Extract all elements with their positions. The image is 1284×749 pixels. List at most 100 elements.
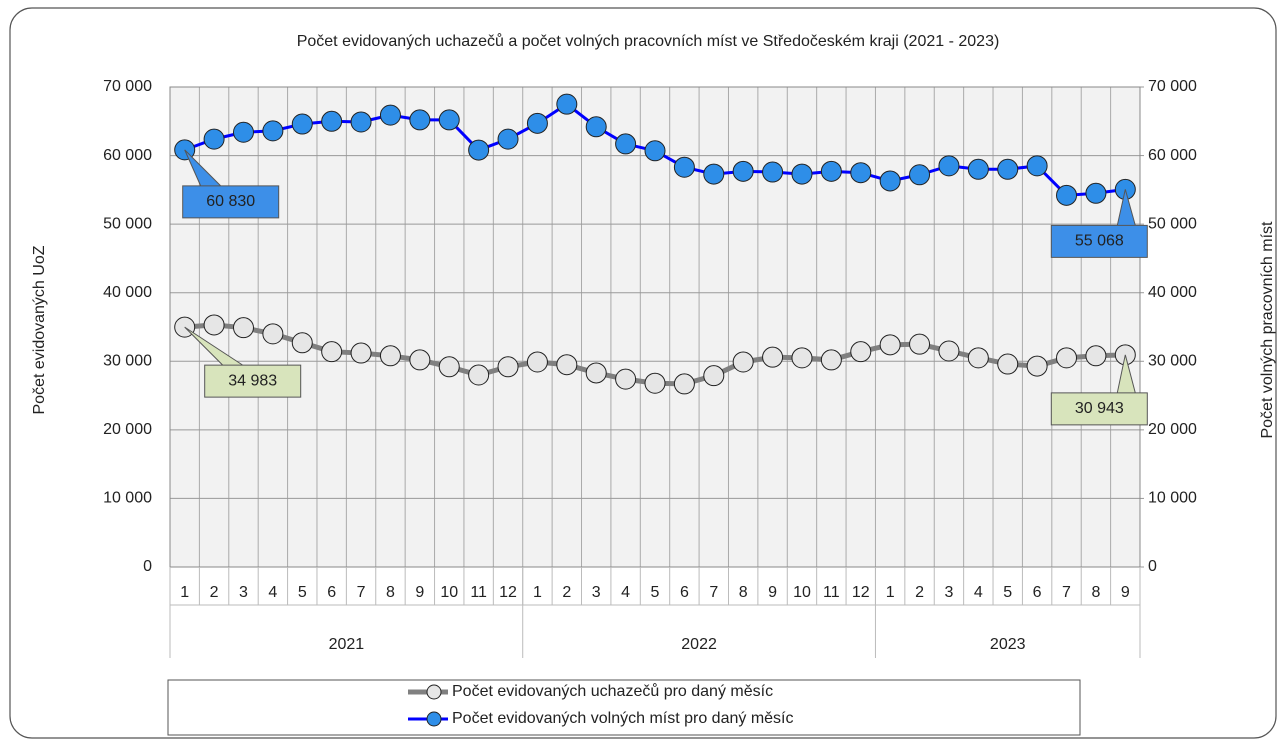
x-tick-label: 5 bbox=[298, 584, 307, 601]
marker bbox=[232, 121, 254, 143]
marker bbox=[1026, 155, 1048, 177]
marker bbox=[350, 111, 372, 133]
marker bbox=[1026, 355, 1048, 377]
x-tick-label: 6 bbox=[1033, 584, 1042, 601]
y2-tick-label: 10 000 bbox=[1148, 490, 1197, 507]
marker bbox=[791, 163, 813, 185]
marker bbox=[997, 353, 1019, 375]
marker bbox=[967, 158, 989, 180]
marker bbox=[409, 109, 431, 131]
x-tick-label: 10 bbox=[440, 584, 458, 601]
marker bbox=[703, 365, 725, 387]
marker bbox=[556, 354, 578, 376]
marker bbox=[438, 109, 460, 131]
x-tick-label: 4 bbox=[974, 584, 983, 601]
legend-label: Počet evidovaných volných míst pro daný … bbox=[452, 710, 794, 727]
marker bbox=[468, 364, 490, 386]
data-label: 30 943 bbox=[1075, 400, 1124, 417]
marker bbox=[644, 140, 666, 162]
marker bbox=[556, 93, 578, 115]
y2-tick-label: 20 000 bbox=[1148, 421, 1197, 438]
marker bbox=[820, 349, 842, 371]
x-tick-label: 6 bbox=[327, 584, 336, 601]
x-tick-label: 10 bbox=[793, 584, 811, 601]
data-label: 34 983 bbox=[228, 372, 277, 389]
x-tick-label: 5 bbox=[1003, 584, 1012, 601]
marker bbox=[321, 341, 343, 363]
x-tick-label: 8 bbox=[386, 584, 395, 601]
data-label: 60 830 bbox=[206, 193, 255, 210]
marker bbox=[291, 332, 313, 354]
marker bbox=[350, 342, 372, 364]
marker bbox=[203, 128, 225, 150]
marker bbox=[732, 351, 754, 373]
x-group-label: 2022 bbox=[681, 636, 717, 653]
marker bbox=[997, 158, 1019, 180]
x-tick-label: 2 bbox=[915, 584, 924, 601]
marker bbox=[850, 162, 872, 184]
x-tick-label: 3 bbox=[944, 584, 953, 601]
x-tick-label: 7 bbox=[709, 584, 718, 601]
x-tick-label: 4 bbox=[268, 584, 277, 601]
legend-marker bbox=[426, 684, 442, 700]
legend-marker bbox=[426, 711, 442, 727]
data-label: 55 068 bbox=[1075, 233, 1124, 250]
marker bbox=[909, 333, 931, 355]
marker bbox=[1085, 182, 1107, 204]
marker bbox=[909, 164, 931, 186]
callout bbox=[182, 149, 280, 219]
x-group-label: 2021 bbox=[329, 636, 365, 653]
x-tick-label: 1 bbox=[533, 584, 542, 601]
y-tick-label: 40 000 bbox=[103, 284, 152, 301]
marker bbox=[644, 372, 666, 394]
x-tick-label: 4 bbox=[621, 584, 630, 601]
x-tick-label: 11 bbox=[823, 584, 840, 601]
marker bbox=[262, 323, 284, 345]
x-tick-label: 6 bbox=[680, 584, 689, 601]
marker bbox=[673, 156, 695, 178]
y2-tick-label: 70 000 bbox=[1148, 78, 1197, 95]
x-group-label: 2023 bbox=[990, 636, 1026, 653]
marker bbox=[585, 362, 607, 384]
marker bbox=[409, 349, 431, 371]
marker bbox=[585, 116, 607, 138]
marker bbox=[291, 113, 313, 135]
y-tick-label: 30 000 bbox=[103, 353, 152, 370]
marker bbox=[321, 110, 343, 132]
marker bbox=[791, 347, 813, 369]
marker bbox=[938, 340, 960, 362]
marker bbox=[526, 112, 548, 134]
y-tick-label: 10 000 bbox=[103, 490, 152, 507]
marker bbox=[203, 314, 225, 336]
marker bbox=[526, 351, 548, 373]
callout bbox=[1050, 354, 1148, 426]
marker bbox=[615, 133, 637, 155]
x-tick-label: 1 bbox=[180, 584, 189, 601]
x-tick-label: 2 bbox=[562, 584, 571, 601]
x-tick-label: 12 bbox=[852, 584, 870, 601]
x-tick-label: 11 bbox=[470, 584, 487, 601]
marker bbox=[703, 163, 725, 185]
x-tick-label: 9 bbox=[1121, 584, 1130, 601]
legend bbox=[167, 679, 1081, 736]
marker bbox=[232, 317, 254, 339]
x-tick-label: 3 bbox=[239, 584, 248, 601]
y2-tick-label: 40 000 bbox=[1148, 284, 1197, 301]
x-tick-label: 5 bbox=[651, 584, 660, 601]
marker bbox=[879, 334, 901, 356]
marker bbox=[262, 120, 284, 142]
y2-tick-label: 50 000 bbox=[1148, 215, 1197, 232]
x-tick-label: 1 bbox=[886, 584, 895, 601]
marker bbox=[850, 341, 872, 363]
marker bbox=[1085, 345, 1107, 367]
x-tick-label: 9 bbox=[415, 584, 424, 601]
y-tick-label: 20 000 bbox=[103, 421, 152, 438]
marker bbox=[938, 155, 960, 177]
x-tick-label: 3 bbox=[592, 584, 601, 601]
y-tick-label: 60 000 bbox=[103, 147, 152, 164]
x-tick-label: 12 bbox=[499, 584, 517, 601]
y-axis-title: Počet evidovaných UoZ bbox=[31, 245, 48, 414]
marker bbox=[379, 345, 401, 367]
callout bbox=[1050, 189, 1148, 258]
